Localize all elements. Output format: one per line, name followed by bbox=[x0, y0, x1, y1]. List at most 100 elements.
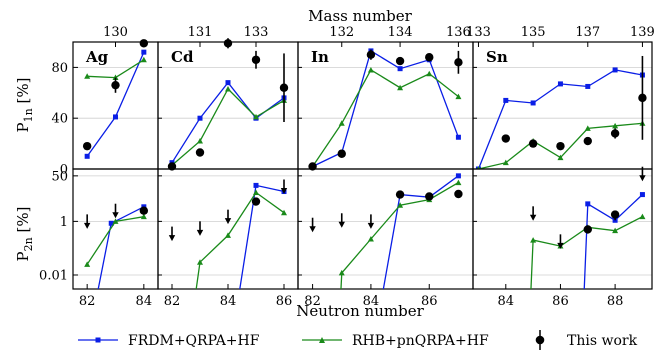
upper-limit-arrow bbox=[224, 218, 232, 225]
frdm-line bbox=[86, 51, 145, 157]
measured-point bbox=[454, 189, 463, 199]
series-group bbox=[309, 48, 462, 169]
x-tick-label: 82 bbox=[79, 294, 96, 309]
measured-point bbox=[195, 148, 205, 157]
rhb-point bbox=[338, 120, 345, 126]
series-group bbox=[475, 67, 646, 169]
rhb-point bbox=[584, 125, 591, 131]
measured-point bbox=[583, 136, 592, 146]
frdm-line bbox=[312, 49, 460, 168]
frdm-point bbox=[585, 83, 591, 89]
frdm-point bbox=[503, 97, 509, 103]
upper-limit-arrow bbox=[309, 226, 316, 233]
rhb-point bbox=[557, 154, 564, 161]
frdm-point bbox=[397, 66, 403, 72]
upper-limit-arrow bbox=[83, 222, 91, 229]
y-tick-label: 0.01 bbox=[39, 268, 68, 283]
x-tick-label: 86 bbox=[421, 294, 438, 309]
rhb-line bbox=[171, 87, 285, 166]
series-group bbox=[195, 182, 287, 289]
rhb-point bbox=[281, 209, 287, 216]
y-tick-label: 40 bbox=[51, 112, 68, 127]
frdm-line bbox=[583, 194, 643, 289]
measured-point bbox=[501, 134, 510, 143]
measured-point bbox=[528, 139, 538, 148]
measured-point bbox=[395, 190, 405, 199]
frdm-point bbox=[639, 192, 645, 198]
rhb-line bbox=[530, 216, 643, 289]
frdm-point bbox=[108, 220, 114, 226]
legend-work-label: This work bbox=[567, 333, 638, 349]
rhb-point bbox=[140, 56, 147, 63]
rhb-point bbox=[476, 166, 481, 169]
frdm-point bbox=[455, 173, 461, 179]
frdm-point bbox=[84, 153, 90, 159]
y-tick-label: 50 bbox=[51, 169, 68, 184]
rhb-point bbox=[455, 179, 462, 186]
rhb-line bbox=[340, 182, 459, 289]
measured-point bbox=[111, 80, 120, 90]
panel-ag-p2n: 0.01 1 50 82 84 bbox=[39, 168, 159, 309]
rhb-line bbox=[195, 191, 285, 289]
frdm-line bbox=[239, 184, 285, 289]
upper-limit-arrow bbox=[196, 229, 204, 236]
panel-sn-p2n: 84 86 88 bbox=[472, 166, 653, 309]
top-tick-label: 135 bbox=[521, 25, 546, 40]
rhb-point bbox=[112, 74, 119, 81]
x-tick-label: 86 bbox=[552, 294, 569, 309]
rhb-point bbox=[502, 159, 509, 166]
measured-point bbox=[139, 39, 149, 48]
frdm-point bbox=[113, 114, 118, 120]
element-label-in: In bbox=[311, 48, 329, 66]
frdm-point bbox=[225, 80, 231, 86]
legend-rhb-label: RHB+pnQRPA+HF bbox=[352, 333, 489, 349]
y-label-p1n: P1n [%] bbox=[14, 78, 35, 133]
series-group bbox=[530, 192, 646, 289]
measured-point bbox=[610, 129, 620, 138]
top-tick-label: 139 bbox=[630, 25, 655, 40]
measured-point bbox=[337, 149, 346, 158]
x-tick-label: 88 bbox=[607, 294, 624, 309]
frdm-point bbox=[530, 100, 536, 106]
top-axis-label: Mass number bbox=[308, 7, 412, 25]
panel-in-p2n: 82 84 86 bbox=[297, 168, 474, 309]
rhb-point bbox=[455, 93, 462, 100]
measured-point bbox=[556, 141, 565, 151]
frdm-point bbox=[197, 115, 203, 121]
rhb-point bbox=[426, 70, 433, 77]
y-label-p2n: P2n [%] bbox=[14, 207, 35, 262]
rhb-point bbox=[338, 269, 345, 276]
rhb-point bbox=[253, 113, 259, 120]
x-tick-label: 82 bbox=[164, 294, 181, 309]
top-tick-label: 134 bbox=[388, 25, 413, 40]
measured-point bbox=[251, 55, 261, 64]
rhb-point bbox=[612, 227, 619, 234]
x-tick-label: 84 bbox=[363, 294, 380, 309]
top-tick-label: 130 bbox=[103, 25, 128, 40]
measured-point bbox=[223, 39, 233, 48]
y-tick-label: 0 bbox=[60, 163, 68, 178]
rhb-point bbox=[367, 236, 374, 242]
rhb-point bbox=[225, 232, 231, 238]
y-tick-label: 1 bbox=[60, 215, 68, 230]
x-tick-label: 84 bbox=[220, 294, 237, 309]
series-group bbox=[84, 49, 147, 159]
rhb-point bbox=[397, 84, 404, 91]
legend-work-marker bbox=[535, 335, 545, 345]
upper-limit-arrow bbox=[168, 235, 176, 242]
panel-cd-p2n: 82 84 86 bbox=[157, 168, 299, 309]
panel-in-p1n: 132 134 136 In bbox=[297, 25, 474, 171]
upper-limit-arrow bbox=[338, 221, 345, 228]
frdm-point bbox=[253, 182, 259, 188]
upper-limit-arrow bbox=[280, 188, 288, 195]
measured-point bbox=[425, 53, 434, 62]
frdm-line bbox=[382, 175, 459, 289]
upper-limit-arrow bbox=[367, 222, 375, 229]
rhb-point bbox=[612, 122, 619, 129]
top-tick-label: 133 bbox=[244, 25, 269, 40]
element-label-cd: Cd bbox=[171, 48, 194, 66]
element-label-sn: Sn bbox=[486, 48, 508, 66]
top-tick-label: 131 bbox=[188, 25, 213, 40]
upper-limit-arrow bbox=[529, 214, 537, 221]
